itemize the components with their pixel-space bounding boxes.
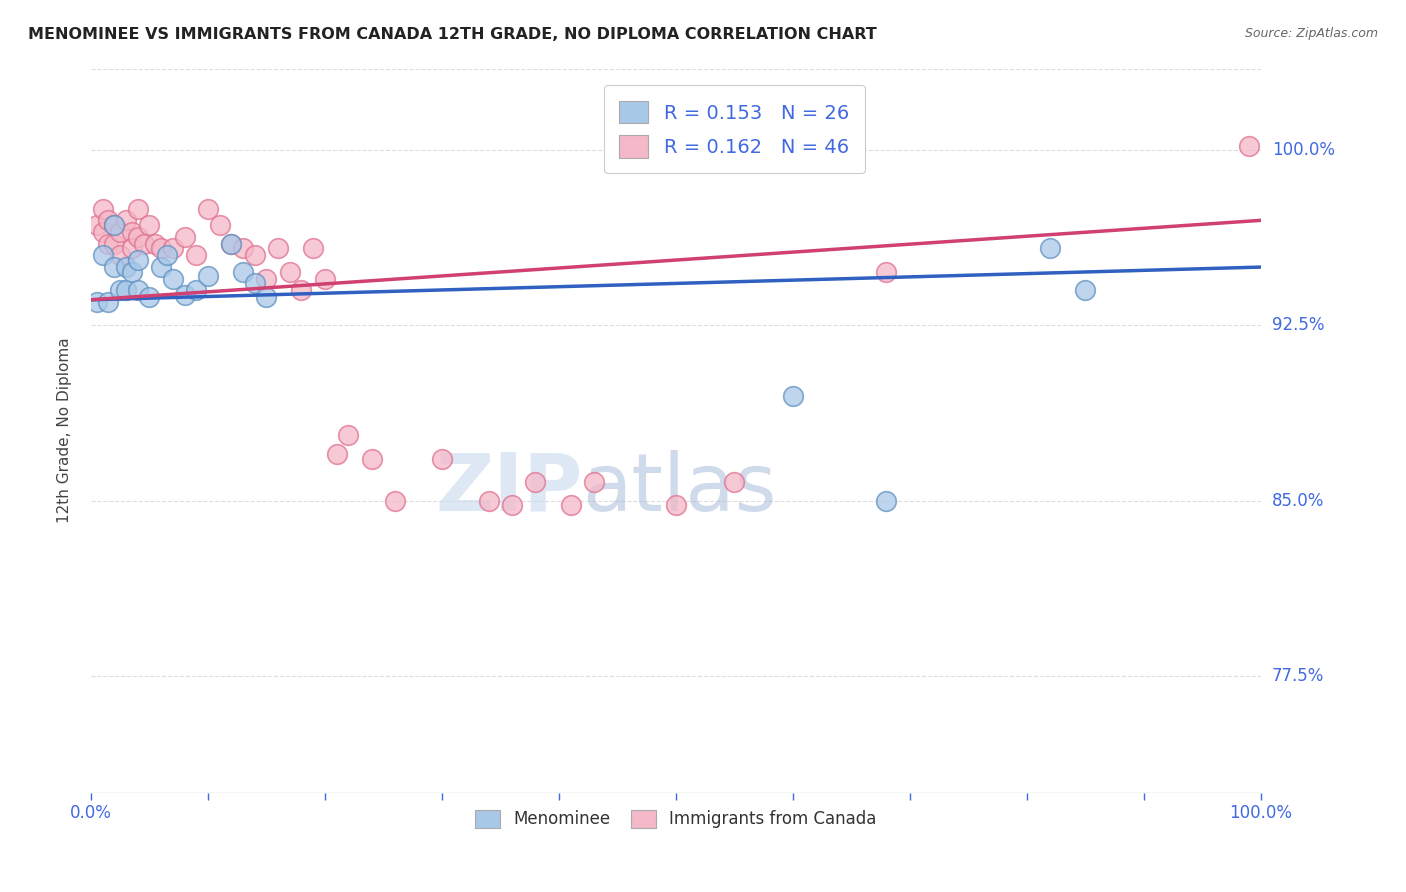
Point xyxy=(186,284,208,298)
Point xyxy=(138,290,160,304)
Point xyxy=(91,202,114,216)
Point xyxy=(127,202,149,216)
Point xyxy=(325,447,347,461)
Point xyxy=(103,218,125,232)
Point xyxy=(115,284,138,298)
Point xyxy=(302,241,325,255)
Point xyxy=(143,236,166,251)
Point xyxy=(290,284,312,298)
Text: 77.5%: 77.5% xyxy=(1272,667,1324,685)
Point xyxy=(1039,241,1062,255)
Point xyxy=(430,451,453,466)
Point xyxy=(91,225,114,239)
Point xyxy=(524,475,547,489)
Point xyxy=(156,248,179,262)
Point xyxy=(221,236,243,251)
Point xyxy=(150,241,173,255)
Point xyxy=(121,265,143,279)
Point xyxy=(86,218,108,232)
Point xyxy=(127,253,149,268)
Point xyxy=(97,295,120,310)
Point xyxy=(337,428,360,442)
Point xyxy=(197,202,219,216)
Point xyxy=(243,277,266,291)
Point xyxy=(582,475,605,489)
Point xyxy=(384,493,406,508)
Point xyxy=(254,272,277,286)
Text: 100.0%: 100.0% xyxy=(1272,141,1334,160)
Point xyxy=(132,236,155,251)
Point xyxy=(86,295,108,310)
Text: 92.5%: 92.5% xyxy=(1272,317,1324,334)
Point xyxy=(1074,284,1097,298)
Point xyxy=(782,388,804,402)
Point xyxy=(97,213,120,227)
Point xyxy=(197,269,219,284)
Point xyxy=(138,218,160,232)
Text: 85.0%: 85.0% xyxy=(1272,491,1324,509)
Text: Source: ZipAtlas.com: Source: ZipAtlas.com xyxy=(1244,27,1378,40)
Point xyxy=(875,265,897,279)
Legend: Menominee, Immigrants from Canada: Menominee, Immigrants from Canada xyxy=(468,803,883,835)
Point xyxy=(108,225,131,239)
Point xyxy=(108,284,131,298)
Point xyxy=(103,236,125,251)
Point xyxy=(254,290,277,304)
Point xyxy=(232,265,254,279)
Point xyxy=(186,248,208,262)
Point xyxy=(127,284,149,298)
Point xyxy=(121,241,143,255)
Point xyxy=(875,493,897,508)
Point xyxy=(162,241,184,255)
Point xyxy=(115,213,138,227)
Point xyxy=(115,260,138,274)
Point xyxy=(501,499,523,513)
Point xyxy=(162,272,184,286)
Point xyxy=(314,272,336,286)
Y-axis label: 12th Grade, No Diploma: 12th Grade, No Diploma xyxy=(58,338,72,524)
Point xyxy=(1237,138,1260,153)
Point xyxy=(103,218,125,232)
Point xyxy=(173,229,195,244)
Point xyxy=(173,288,195,302)
Text: atlas: atlas xyxy=(582,450,776,527)
Point xyxy=(243,248,266,262)
Point xyxy=(221,236,243,251)
Point xyxy=(91,248,114,262)
Text: MENOMINEE VS IMMIGRANTS FROM CANADA 12TH GRADE, NO DIPLOMA CORRELATION CHART: MENOMINEE VS IMMIGRANTS FROM CANADA 12TH… xyxy=(28,27,877,42)
Point xyxy=(103,260,125,274)
Point xyxy=(478,493,501,508)
Point xyxy=(150,260,173,274)
Point xyxy=(665,499,688,513)
Point xyxy=(360,451,382,466)
Point xyxy=(121,225,143,239)
Point xyxy=(127,229,149,244)
Point xyxy=(278,265,301,279)
Point xyxy=(232,241,254,255)
Point xyxy=(560,499,582,513)
Text: ZIP: ZIP xyxy=(434,450,582,527)
Point xyxy=(208,218,231,232)
Point xyxy=(97,236,120,251)
Point xyxy=(108,248,131,262)
Point xyxy=(723,475,745,489)
Point xyxy=(267,241,290,255)
